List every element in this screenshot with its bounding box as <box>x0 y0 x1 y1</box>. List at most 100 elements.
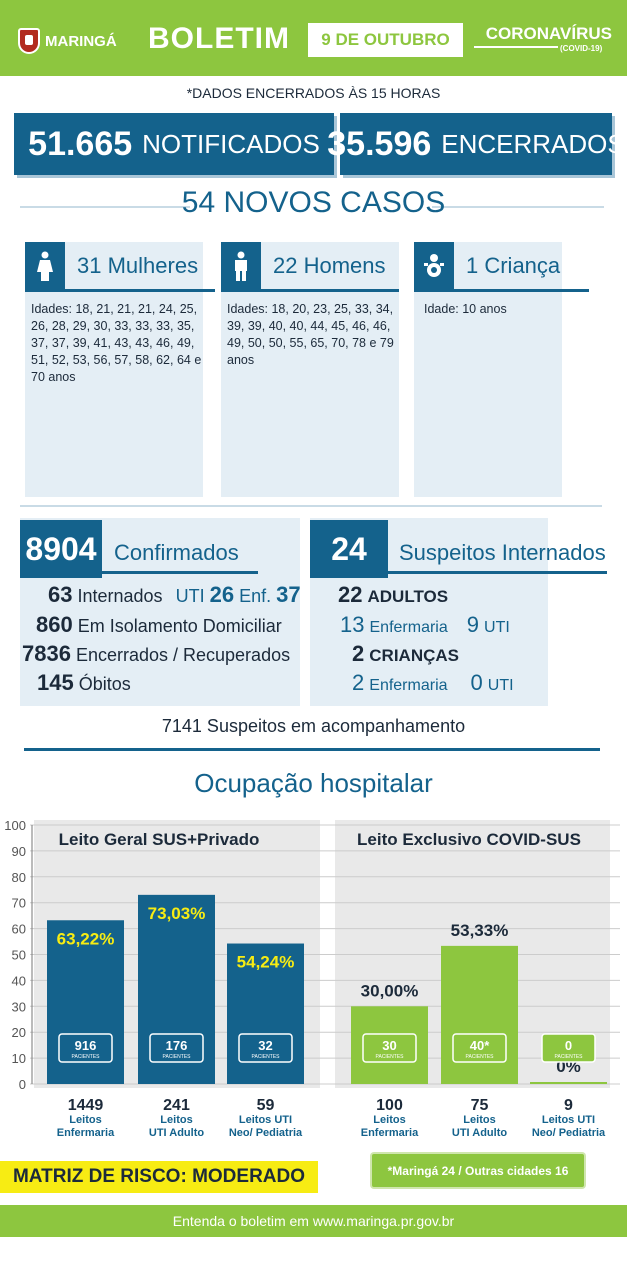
internados-num: 63 <box>48 582 73 607</box>
suspeitos-underline <box>310 571 607 574</box>
bed-category-line1: Leitos <box>463 1114 495 1126</box>
chart-bar <box>530 1082 607 1084</box>
bar-percent-label: 30,00% <box>361 981 419 1000</box>
bed-category-line1: Leitos <box>160 1114 192 1126</box>
enf-label: Enf. <box>239 586 272 606</box>
corona-divider <box>474 46 558 48</box>
bed-category-line2: UTI Adulto <box>149 1127 204 1139</box>
y-tick-label: 10 <box>12 1051 26 1066</box>
men-ages: Idades: 18, 20, 23, 25, 33, 34, 39, 39, … <box>227 302 394 367</box>
adultos-uti-label: UTI <box>484 619 510 636</box>
child-card-header: 1 Criança <box>414 242 589 290</box>
adultos-enf-label: Enfermaria <box>369 619 448 636</box>
bed-category-line2: Enfermaria <box>361 1127 419 1139</box>
bed-category-line1: Leitos <box>69 1114 101 1126</box>
isolamento-label: Em Isolamento Domiciliar <box>77 616 282 636</box>
risk-matrix-badge: MATRIZ DE RISCO: MODERADO <box>0 1161 318 1193</box>
notificados-box: 51.665 NOTIFICADOS <box>14 113 334 175</box>
bed-count: 100 <box>376 1097 403 1114</box>
y-tick-label: 0 <box>19 1077 26 1092</box>
patients-origin-note: *Maringá 24 / Outras cidades 16 <box>372 1154 584 1187</box>
data-closed-note: *DADOS ENCERRADOS ÀS 15 HORAS <box>186 85 441 101</box>
novos-casos-title: 54 NOVOS CASOS <box>181 186 446 219</box>
y-tick-label: 20 <box>12 1025 26 1040</box>
bulletin-date: 9 DE OUTUBRO <box>308 23 463 57</box>
recuperados-num: 7836 <box>22 641 71 666</box>
patients-count: 916 <box>75 1038 97 1053</box>
criancas-uti-label: UTI <box>487 677 514 694</box>
bed-count: 59 <box>257 1097 275 1114</box>
adultos-uti-num: 9 <box>466 612 480 637</box>
patients-count: 40* <box>470 1038 490 1053</box>
bed-category-line2: UTI Adulto <box>452 1127 507 1139</box>
enf-num: 37 <box>276 582 301 607</box>
child-ages: Idade: 10 anos <box>424 302 507 316</box>
patients-box <box>58 1033 113 1063</box>
men-title: 22 Homens <box>273 253 386 278</box>
criancas-num: 2 <box>352 641 365 666</box>
uti-label: UTI <box>175 586 205 606</box>
woman-icon <box>25 242 65 290</box>
women-underline <box>25 289 215 292</box>
suspeitos-value: 24 <box>310 520 388 578</box>
confirmados-underline <box>20 571 258 574</box>
uti-num: 26 <box>209 582 235 607</box>
patients-label: PACIENTES <box>466 1054 495 1060</box>
bed-category-line1: Leitos <box>373 1114 405 1126</box>
bed-count: 9 <box>564 1097 573 1114</box>
patients-label: PACIENTES <box>252 1054 281 1060</box>
city-name: MARINGÁ <box>45 32 117 50</box>
obitos-label: Óbitos <box>78 674 131 694</box>
chart-group-title: Leito Exclusivo COVID-SUS <box>357 830 581 849</box>
men-card-header: 22 Homens <box>221 242 399 290</box>
adultos-row: 22 ADULTOS <box>338 582 448 608</box>
bed-category-line2: Enfermaria <box>57 1127 115 1139</box>
criancas-label: CRIANÇAS <box>369 646 459 665</box>
encerrados-value: 35.596 <box>327 124 432 163</box>
patients-label: PACIENTES <box>163 1054 192 1060</box>
internados-row: 63 Internados UTI 26 Enf. 37 <box>48 582 301 608</box>
y-tick-label: 60 <box>12 922 26 937</box>
patients-box <box>541 1033 596 1063</box>
patients-count: 0 <box>565 1038 572 1053</box>
adultos-detail-row: 13 Enfermaria 9 UTI <box>340 612 510 638</box>
women-card-header: 31 Mulheres <box>25 242 215 290</box>
y-tick-label: 40 <box>12 973 26 988</box>
women-ages: Idades: 18, 21, 21, 21, 24, 25, 26, 28, … <box>31 302 202 384</box>
patients-label: PACIENTES <box>72 1054 101 1060</box>
y-tick-label: 30 <box>12 999 26 1014</box>
bed-count: 1449 <box>68 1097 104 1114</box>
patients-box <box>149 1033 204 1063</box>
isolamento-num: 860 <box>36 612 73 637</box>
recuperados-label: Encerrados / Recuperados <box>75 645 291 665</box>
chart-bar <box>441 945 518 1084</box>
bar-percent-label: 54,24% <box>237 953 295 972</box>
notificados-label: NOTIFICADOS <box>142 128 320 159</box>
corona-title: CORONAVÍRUS <box>485 24 612 43</box>
adultos-num: 22 <box>338 582 363 607</box>
patients-box <box>238 1033 293 1063</box>
criancas-enf-num: 2 <box>352 670 365 695</box>
y-tick-label: 100 <box>4 818 26 833</box>
bed-category-line2: Neo/ Pediatria <box>229 1127 303 1139</box>
patients-box <box>362 1033 417 1063</box>
bar-percent-label: 53,33% <box>451 921 509 940</box>
encerrados-box: 35.596 ENCERRADOS <box>327 113 625 175</box>
confirmados-label: Confirmados <box>114 540 239 565</box>
ocupacao-title: Ocupação hospitalar <box>194 768 433 798</box>
bed-category-line2: Neo/ Pediatria <box>532 1127 606 1139</box>
coat-of-arms-icon <box>18 28 40 54</box>
men-underline <box>221 289 399 292</box>
novos-divider-right <box>432 206 604 208</box>
man-icon <box>221 242 261 290</box>
acompanhamento-underline <box>24 748 600 751</box>
bulletin-title: BOLETIM <box>148 22 290 55</box>
y-tick-label: 70 <box>12 896 26 911</box>
suspeitos-label: Suspeitos Internados <box>399 540 606 565</box>
section-divider <box>20 505 602 507</box>
encerrados-label: ENCERRADOS <box>441 128 625 159</box>
patients-label: PACIENTES <box>376 1054 405 1060</box>
footer-link[interactable]: Entenda o boletim em www.maringa.pr.gov.… <box>0 1205 627 1237</box>
bed-category-line1: Leitos UTI <box>239 1114 292 1126</box>
